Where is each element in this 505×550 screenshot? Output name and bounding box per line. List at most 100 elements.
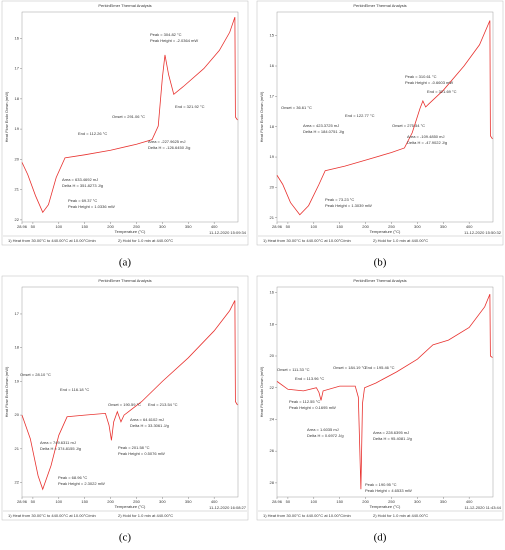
x-axis-label: Temperature (°C): [115, 229, 146, 234]
annotation: Peak = 201.58 °C: [118, 445, 150, 450]
timestamp: 11-12-2020 15:50:32: [464, 230, 502, 235]
y-tick-label: 17: [270, 93, 275, 98]
chart-title: PerkinElmer Thermal Analysis: [353, 278, 406, 283]
annotation: Peak = 304.82 °C: [150, 32, 182, 37]
annotation: Area = 749.6311 mJ: [40, 440, 76, 445]
y-axis-label: Heat Flow Endo Down (mW): [259, 91, 264, 142]
y-tick-label: 17: [15, 66, 20, 71]
x-tick-label: 50: [31, 499, 36, 504]
thermogram-line: [276, 293, 493, 490]
annotation: Peak = 310.61 °C: [405, 74, 437, 79]
annotation: Peak Height = 4.6533 mW: [365, 488, 412, 493]
y-tick-label: 21: [15, 446, 20, 451]
annotation: End = 321.69 °C: [427, 89, 457, 94]
y-tick-label: 22: [15, 480, 20, 485]
x-axis-label: Temperature (°C): [370, 229, 401, 234]
x-tick-label: 150: [336, 499, 343, 504]
x-tick-label: 350: [440, 224, 447, 229]
y-tick-label: 28: [270, 480, 275, 485]
x-tick-label: 200: [107, 224, 114, 229]
x-tick-label: 200: [362, 499, 369, 504]
panel: PerkinElmer Thermal Analysis 22 21 20 19 18 17…: [1, 0, 249, 269]
panel: PerkinElmer Thermal Analysis 22 21 20 19 18 17…: [1, 275, 249, 544]
x-tick-label: 350: [185, 499, 192, 504]
y-axis-label: Heat Flow Endo Down (mW): [4, 91, 9, 142]
panel-label: (b): [374, 257, 387, 269]
annotation: End = 112.26 °C: [78, 131, 107, 136]
annotation: End = 113.96 °C: [295, 376, 324, 381]
annotation: Delta H = 33.3061 J/g: [130, 423, 169, 428]
y-tick-label: 26: [270, 448, 275, 453]
annotation: Delta H = 374.8155 J/g: [40, 446, 81, 451]
x-tick-label: 150: [81, 499, 88, 504]
y-tick-label: 24: [270, 417, 275, 422]
footer-note: 1) Heat from 30.00°C to 440.00°C at 10.0…: [8, 513, 96, 518]
annotation: Area = 228.6395 mJ: [373, 430, 409, 435]
y-tick-label: 22: [15, 217, 20, 222]
footer-note: 1) Heat from 30.00°C to 440.00°C at 10.0…: [263, 513, 351, 518]
annotation: Peak Height = 1.3039 mW: [325, 203, 372, 208]
annotation: Onset = 111.33 °C: [277, 367, 310, 372]
x-tick-label: 28.96: [272, 499, 283, 504]
y-axis-label: Heat Flow Endo Down (mW): [4, 366, 9, 417]
x-tick-label: 300: [414, 499, 421, 504]
x-tick-label: 400: [466, 499, 473, 504]
annotation: Onset = 190.59 °C: [108, 402, 141, 407]
annotation: Onset = 184.19 °C: [333, 365, 366, 370]
annotation: Onset = 275.54 °C: [392, 123, 425, 128]
annotation: Delta H = 0.6972 J/g: [307, 433, 344, 438]
x-tick-label: 400: [211, 224, 218, 229]
x-tick-label: 350: [440, 499, 447, 504]
x-tick-label: 28.96: [17, 224, 28, 229]
footer-note: 2) Hold for 1.0 min at 440.00°C: [118, 513, 173, 518]
y-tick-label: 21: [15, 187, 20, 192]
y-tick-label: 18: [270, 124, 275, 129]
thermogram-line: [21, 300, 238, 491]
panel-label: (d): [374, 532, 387, 544]
chart-title: PerkinElmer Thermal Analysis: [353, 3, 406, 8]
y-tick-label: 18: [15, 96, 20, 101]
annotation: Peak Height = 0.1695 mW: [289, 405, 336, 410]
x-tick-label: 50: [31, 224, 36, 229]
x-tick-label: 300: [414, 224, 421, 229]
y-tick-label: 20: [270, 353, 275, 358]
y-tick-label: 19: [270, 154, 275, 159]
panel-frame: [256, 275, 504, 521]
x-tick-label: 300: [159, 224, 166, 229]
annotation: Peak = 112.55 °C: [289, 399, 320, 404]
y-tick-label: 19: [15, 378, 20, 383]
footer-note: 2) Hold for 1.0 min at 440.00°C: [373, 238, 428, 243]
annotation: Delta H = -126.6450 J/g: [148, 145, 190, 150]
y-tick-label: 16: [270, 63, 275, 68]
panel-frame: [1, 0, 249, 246]
annotation: End = 122.77 °C: [345, 113, 375, 118]
timestamp: 11-12-2020 11:43:44: [464, 505, 501, 510]
y-tick-label: 20: [270, 184, 275, 189]
plot-frame: [21, 11, 239, 223]
annotation: Area = -227.9625 mJ: [148, 139, 185, 144]
y-tick-label: 18: [270, 321, 275, 326]
annotation: Area = 1.6035 mJ: [307, 427, 339, 432]
annotation: Peak Height = -0.6603 mW: [405, 80, 453, 85]
thermogram-line: [276, 20, 493, 216]
panel: PerkinElmer Thermal Analysis 21 20 19 18 17 16…: [256, 0, 504, 269]
annotation: Peak = 68.96 °C: [58, 475, 87, 480]
annotation: Peak Height = 0.5076 mW: [118, 451, 165, 456]
y-tick-label: 20: [15, 156, 20, 161]
footer-note: 1) Heat from 30.00°C to 440.00°C at 10.0…: [8, 238, 96, 243]
annotation: Delta H = 184.0751 J/g: [303, 129, 344, 134]
timestamp: 11-12-2020 15:09:34: [209, 230, 247, 235]
footer-note: 2) Hold for 1.0 min at 440.00°C: [118, 238, 173, 243]
x-tick-label: 250: [133, 224, 140, 229]
x-tick-label: 50: [286, 224, 291, 229]
x-tick-label: 50: [286, 499, 291, 504]
y-axis-label: Heat Flow Endo Down (mW): [259, 366, 264, 417]
y-tick-label: 18: [15, 345, 20, 350]
x-tick-label: 100: [310, 224, 317, 229]
annotation: Peak Height = 2.3022 mW: [58, 481, 105, 486]
x-tick-label: 28.96: [272, 224, 283, 229]
x-tick-label: 150: [81, 224, 88, 229]
plot-frame: [276, 11, 494, 223]
annotation: Delta H = 95.4081 J/g: [373, 436, 412, 441]
